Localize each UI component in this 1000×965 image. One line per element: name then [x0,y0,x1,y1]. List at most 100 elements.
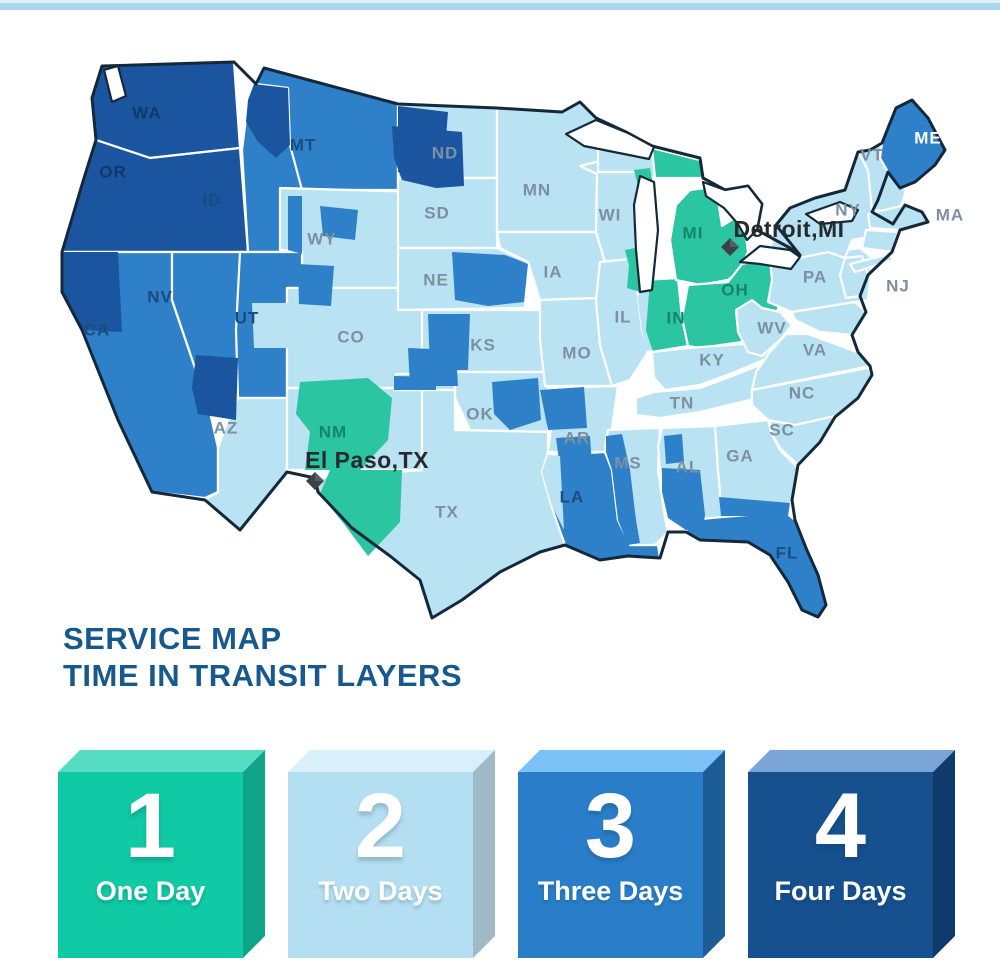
patch-ut-az-corner [192,355,238,420]
patch-ar-center [556,436,592,468]
state-label-tn: TN [670,394,695,413]
state-label-wa: WA [132,104,161,123]
patch-id-panhandle [246,84,290,158]
patch-ut-light [252,303,290,348]
state-label-sd: SD [424,204,450,223]
patch-wy-center [320,206,358,240]
state-label-ny: NY [835,201,861,220]
city-markers-layer: Detroit,MI El Paso,TX [305,216,844,490]
detroit-marker-highlight [730,238,739,247]
state-label-sc: SC [769,421,795,440]
legend-label: Three Days [537,875,684,906]
state-label-wi: WI [599,206,622,225]
legend-block-4: 4 Four Days [748,750,955,958]
patch-ok-east [540,387,587,430]
patch-la-west [542,455,564,530]
state-label-ks: KS [470,336,496,355]
patch-ga-south [719,497,790,516]
state-label-az: AZ [214,419,239,438]
state-label-ut: UT [235,309,260,328]
legend-block-3-side-face [703,750,725,958]
state-label-ne: NE [423,271,449,290]
state-label-ma: MA [936,206,964,225]
state-label-nj: NJ [886,277,910,296]
legend-block-1: 1 One Day [58,750,265,958]
state-label-nc: NC [789,384,816,403]
el-paso-city-label: El Paso,TX [305,447,429,473]
legend-label: One Day [95,875,206,906]
state-labels-layer: WA OR CA NV ID MT WY UT CO AZ NM ND SD NE KS OK TX MN IA MO… [84,104,964,563]
state-label-fl: FL [776,544,799,563]
legend-number: 3 [584,775,637,877]
state-fl [684,510,828,619]
patch-ok-north [492,378,541,430]
state-label-nm: NM [319,423,347,442]
patch-nd-west [398,106,448,172]
legend-block-1-front-face: 1 One Day [58,772,243,958]
legend-number: 1 [124,775,177,877]
puget-sound [102,64,128,104]
state-label-pa: PA [803,268,827,287]
patch-wy-west [288,196,302,254]
state-label-vt: VT [860,146,884,165]
state-label-id: ID [203,191,222,210]
page-title: SERVICE MAP TIME IN TRANSIT LAYERS [63,620,462,694]
state-label-va: VA [803,341,827,360]
state-label-in: IN [667,309,686,328]
patch-in-west-strip [638,281,652,351]
top-accent-strip [0,0,1000,10]
legend-number: 4 [814,775,867,877]
legend-block-2: 2 Two Days [288,750,495,958]
state-label-mn: MN [523,181,551,200]
state-label-la: LA [560,488,585,507]
lakes-layer [102,64,860,294]
legend-block-1-top-face [58,750,265,772]
state-label-mo: MO [562,344,591,363]
patch-co-southeast [408,348,458,386]
patch-tx-elpaso-green [320,470,402,556]
us-map: WA OR CA NV ID MT WY UT CO AZ NM ND SD NE KS OK TX MN IA MO… [60,60,964,620]
state-label-oh: OH [721,281,749,300]
legend-block-3: 3 Three Days [518,750,725,958]
state-label-mt: MT [290,136,317,155]
patch-ca-north [62,252,122,332]
state-label-ky: KY [699,351,725,370]
lake-superior [564,118,656,161]
el-paso-marker-highlight [315,472,324,481]
state-label-al: AL [676,458,701,477]
patch-nm-green [296,378,392,470]
state-wv [734,298,794,358]
legend-block-2-side-face [473,750,495,958]
state-label-nv: NV [147,288,173,307]
zone-patches-layer [62,84,790,556]
state-label-ar: AR [564,429,591,448]
legend-block-4-side-face [933,750,955,958]
patch-ne-central [452,252,528,306]
lake-erie [738,244,802,271]
legend-number: 2 [354,775,407,877]
detroit-city-label: Detroit,MI [733,216,844,242]
state-label-ga: GA [726,447,754,466]
legend-block-3-front-face: 3 Three Days [518,772,703,958]
state-label-ok: OK [466,405,494,424]
state-label-ca: CA [84,321,111,340]
patch-al-south [662,468,705,530]
state-label-wv: WV [757,319,786,338]
legend-label: Four Days [774,875,907,906]
lake-michigan [632,174,660,294]
state-label-co: CO [337,328,365,347]
patch-ms-west [606,434,640,545]
title-line-2: TIME IN TRANSIT LAYERS [63,658,463,693]
state-ny-long-island [848,252,895,274]
legend-block-2-top-face [288,750,495,772]
state-label-mi: MI [683,224,704,243]
lake-huron [701,180,764,242]
transit-legend: 1 One Day 2 Two Days 3 Three Days 4 [0,750,1000,962]
legend-block-3-top-face [518,750,725,772]
state-label-ms: MS [614,454,642,473]
legend-block-2-front-face: 2 Two Days [288,772,473,958]
title-line-1: SERVICE MAP [63,621,282,656]
patch-ok-panhandle [394,376,436,390]
state-label-nd: ND [432,144,459,163]
